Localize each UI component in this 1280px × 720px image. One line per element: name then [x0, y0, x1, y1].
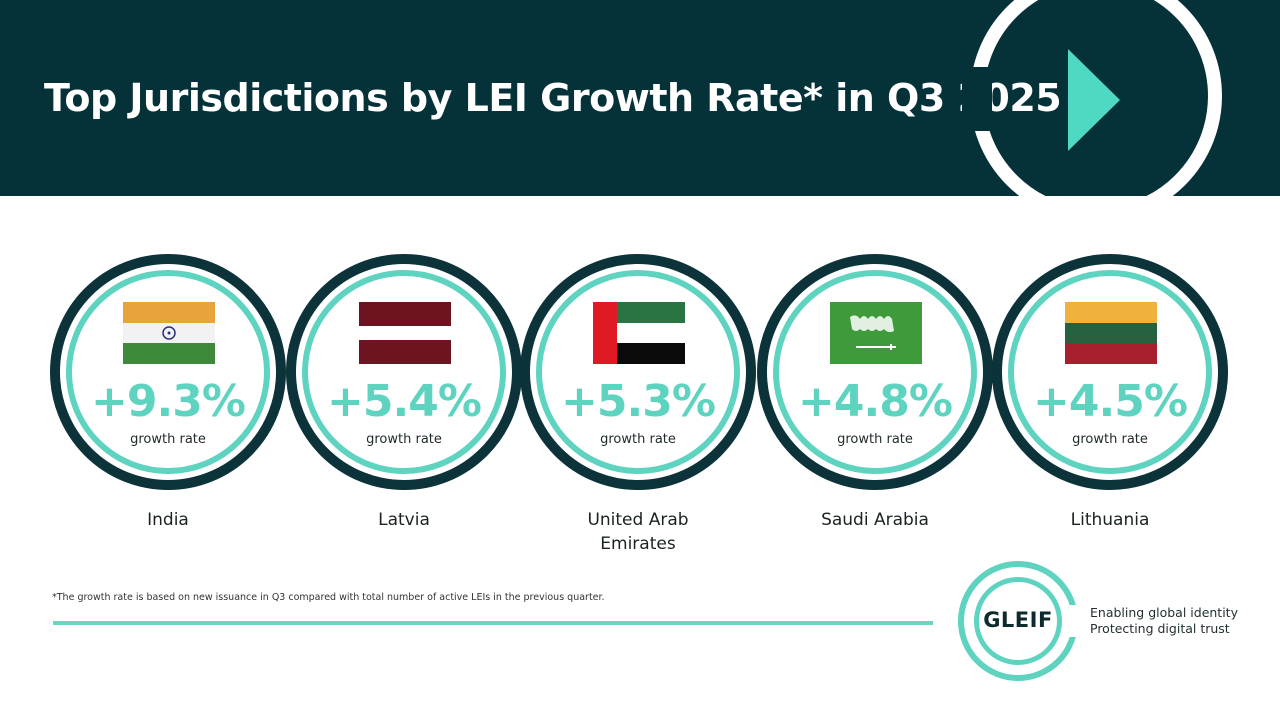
- jurisdiction-card: +5.3% growth rate: [520, 254, 756, 490]
- country-name: Latvia: [378, 510, 430, 530]
- growth-rate-value: +4.5%: [1033, 376, 1188, 427]
- gleif-logo: GLEIF: [983, 608, 1053, 632]
- country-name: Saudi Arabia: [821, 510, 929, 530]
- saudi-arabia-flag: [830, 302, 922, 364]
- jurisdiction-card: +5.4% growth rate: [286, 254, 522, 490]
- uae-flag: [593, 302, 685, 364]
- inner-ring: [773, 270, 977, 474]
- tagline-line: Enabling global identity: [1090, 605, 1238, 620]
- footer-divider: [53, 621, 933, 625]
- jurisdiction-card: +4.5% growth rate: [992, 254, 1228, 490]
- growth-rate-value: +9.3%: [91, 376, 246, 427]
- growth-rate-value: +4.8%: [798, 376, 953, 427]
- tagline-line: Protecting digital trust: [1090, 621, 1230, 636]
- growth-rate-label: growth rate: [837, 432, 913, 447]
- lithuania-flag: [1065, 302, 1157, 364]
- latvia-flag: [359, 302, 451, 364]
- growth-rate-label: growth rate: [600, 432, 676, 447]
- growth-rate-label: growth rate: [130, 432, 206, 447]
- growth-rate-label: growth rate: [1072, 432, 1148, 447]
- india-flag: [123, 302, 215, 364]
- inner-ring: [536, 270, 740, 474]
- play-icon: [1068, 49, 1120, 151]
- country-name: India: [147, 510, 189, 530]
- inner-ring: [302, 270, 506, 474]
- jurisdiction-list: +9.3% growth rate India +5.4% growth rat…: [50, 254, 1228, 556]
- country-name: Lithuania: [1070, 510, 1150, 530]
- country-name-line: Emirates: [600, 534, 676, 554]
- country-name: United Arab Emirates: [538, 508, 738, 556]
- gleif-logo-inner-ring: [974, 577, 1062, 665]
- footnote: *The growth rate is based on new issuanc…: [52, 592, 605, 603]
- inner-ring: [1008, 270, 1212, 474]
- ring-gap: [962, 67, 992, 131]
- jurisdiction-card: +9.3% growth rate: [50, 254, 286, 490]
- jurisdiction-card: +4.8% growth rate: [757, 254, 993, 490]
- header-banner: Top Jurisdictions by LEI Growth Rate* in…: [0, 0, 1280, 196]
- growth-rate-value: +5.4%: [327, 376, 482, 427]
- tagline: Enabling global identity Protecting digi…: [1090, 605, 1238, 637]
- logo-ring-gap: [1066, 605, 1086, 637]
- growth-rate-label: growth rate: [366, 432, 442, 447]
- country-name-line: United Arab: [587, 510, 689, 530]
- page-title: Top Jurisdictions by LEI Growth Rate* in…: [44, 76, 1062, 120]
- growth-rate-value: +5.3%: [561, 376, 716, 427]
- inner-ring: [66, 270, 270, 474]
